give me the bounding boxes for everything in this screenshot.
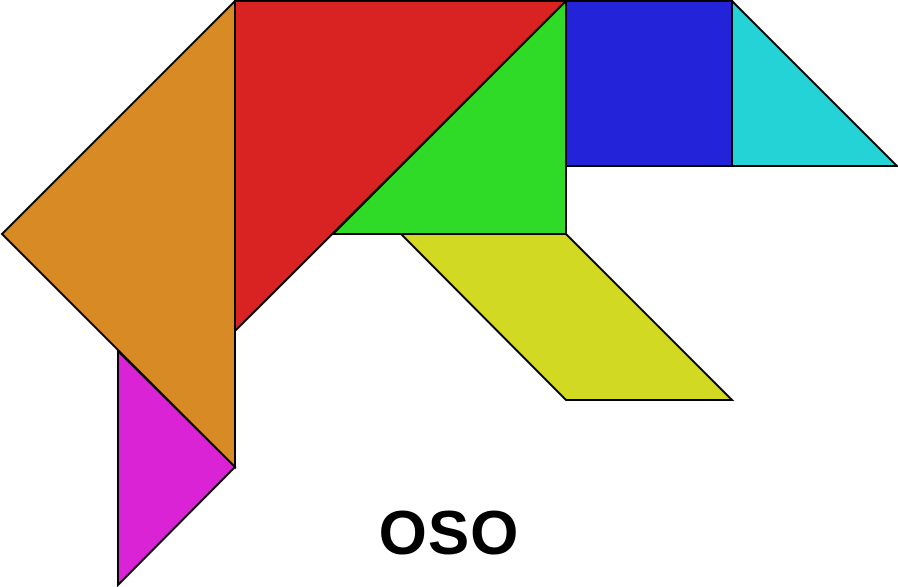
piece-small-triangle-cyan bbox=[731, 0, 898, 167]
piece-square-blue bbox=[565, 0, 733, 167]
piece-parallelogram-yellow bbox=[398, 233, 735, 401]
piece-small-triangle-magenta bbox=[117, 348, 237, 587]
figure-caption: OSO bbox=[378, 499, 520, 568]
